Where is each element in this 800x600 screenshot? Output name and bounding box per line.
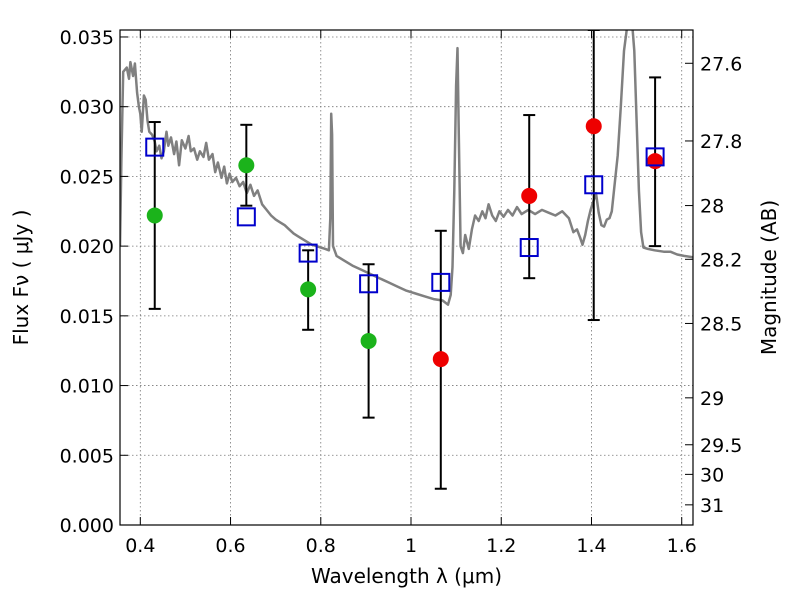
- ticks: 0.4 0.6 0.8 1 1.2 1.4 1.6 0.000 0.005 0.010 0.015 0…: [60, 27, 743, 557]
- x-tick-label: 1.6: [667, 535, 697, 557]
- plot-area: [120, 30, 693, 490]
- y2-tick-label: 27.8: [700, 131, 742, 153]
- y2-tick-label: 30: [700, 464, 724, 486]
- model-point-square: [236, 207, 256, 227]
- x-tick-label: 1: [405, 535, 417, 557]
- model-point-square: [431, 272, 451, 292]
- y-tick-label: 0.010: [60, 376, 114, 398]
- y2-tick-label: 29.5: [700, 435, 742, 457]
- y2-tick-label: 31: [700, 495, 724, 517]
- y2-tick-label: 28: [700, 196, 724, 218]
- observed-point-green: [238, 157, 255, 174]
- observed-point-green: [300, 281, 317, 298]
- observed-point-green: [360, 332, 377, 349]
- x-tick-label: 0.8: [306, 535, 336, 557]
- x-tick-label: 1.4: [576, 535, 606, 557]
- observed-point-red: [521, 187, 538, 204]
- y-tick-label: 0.030: [60, 97, 114, 119]
- x-axis-label: Wavelength λ (μm): [311, 564, 502, 588]
- observed-point-red: [585, 118, 602, 135]
- x-tick-label: 0.6: [215, 535, 245, 557]
- model-point-square: [298, 243, 318, 263]
- y-tick-label: 0.015: [60, 306, 114, 328]
- model-point-square: [584, 175, 604, 195]
- observed-point-red: [432, 351, 449, 368]
- model-point-square: [145, 137, 165, 157]
- y2-tick-label: 27.6: [700, 53, 742, 75]
- model-point-square: [359, 274, 379, 294]
- observed-point-red: [647, 153, 664, 170]
- x-tick-label: 1.2: [486, 535, 516, 557]
- y-tick-label: 0.020: [60, 236, 114, 258]
- y-tick-label: 0.025: [60, 166, 114, 188]
- y-tick-label: 0.005: [60, 445, 114, 467]
- y-tick-label: 0.000: [60, 515, 114, 537]
- plot-frame: [119, 29, 694, 526]
- errorbar: [587, 30, 600, 322]
- model-point-square: [645, 147, 665, 167]
- observed-point-green: [146, 207, 163, 224]
- x-tick-label: 0.4: [125, 535, 155, 557]
- y2-tick-label: 28.2: [700, 249, 742, 271]
- y-tick-label: 0.035: [60, 27, 114, 49]
- grid: [120, 30, 693, 525]
- model-point-square: [519, 238, 539, 258]
- y-axis-label: Flux Fν ( μJy ): [9, 210, 33, 346]
- y2-tick-label: 29: [700, 388, 724, 410]
- y2-axis-label: Magnitude (AB): [757, 200, 781, 355]
- y2-tick-label: 28.5: [700, 313, 742, 335]
